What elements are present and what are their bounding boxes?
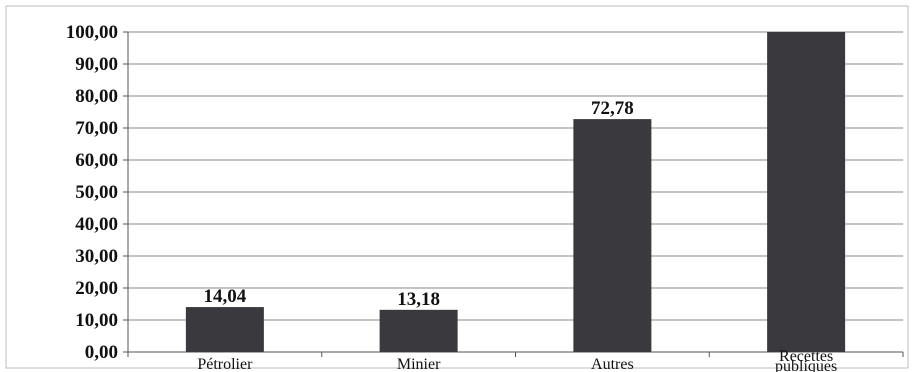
bar-2	[573, 119, 652, 352]
bar-1	[379, 309, 458, 352]
y-tick-label: 50,00	[75, 182, 118, 203]
y-tick-label: 30,00	[75, 246, 118, 267]
y-tick-label: 100,00	[66, 22, 118, 43]
bar-0	[185, 307, 264, 352]
x-tick-label-line: Recettes	[779, 348, 833, 365]
x-tick-label: Autres	[591, 356, 634, 372]
y-tick-label: 60,00	[75, 150, 118, 171]
y-tick-label: 10,00	[75, 310, 118, 331]
data-label: 13,18	[397, 289, 440, 310]
labels: 0,00 10,00 20,00 30,00 40,00 50,00 60,00 70,00 8…	[66, 22, 837, 372]
x-tick-label-line: publiques	[775, 358, 837, 372]
y-tick-label: 0,00	[85, 342, 118, 363]
y-tick-label: 70,00	[75, 118, 118, 139]
chart-frame	[5, 5, 909, 369]
bars	[185, 32, 846, 352]
x-tick-label: Recettes publiques	[775, 348, 837, 372]
bar-3	[767, 32, 846, 352]
data-label: 14,04	[204, 286, 247, 307]
y-tick-label: 40,00	[75, 214, 118, 235]
data-label: 72,78	[591, 98, 634, 119]
y-tick-label: 80,00	[75, 86, 118, 107]
x-tick-label: Minier	[397, 356, 441, 372]
x-tick-label: Pétrolier	[197, 356, 253, 372]
y-tick-label: 20,00	[75, 278, 118, 299]
y-tick-label: 90,00	[75, 54, 118, 75]
